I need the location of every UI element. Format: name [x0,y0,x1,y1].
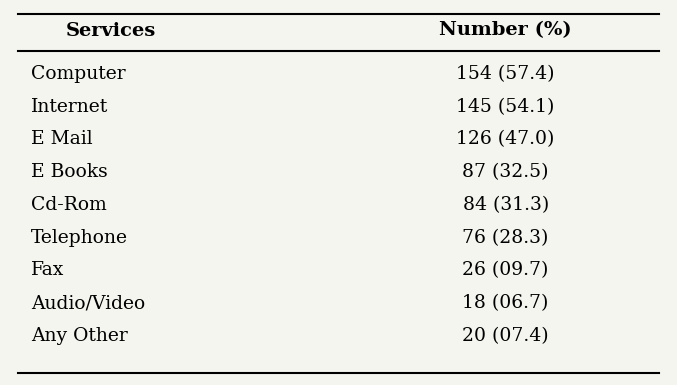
Text: Cd-Rom: Cd-Rom [31,196,107,214]
Text: Audio/Video: Audio/Video [31,294,145,312]
Text: 84 (31.3): 84 (31.3) [462,196,549,214]
Text: E Books: E Books [31,163,108,181]
Text: Number (%): Number (%) [439,22,572,40]
Text: 18 (06.7): 18 (06.7) [462,294,549,312]
Text: Telephone: Telephone [31,229,128,247]
Text: Internet: Internet [31,98,108,116]
Text: Services: Services [66,22,156,40]
Text: 154 (57.4): 154 (57.4) [456,65,555,83]
Text: Computer: Computer [31,65,125,83]
Text: 126 (47.0): 126 (47.0) [456,131,555,148]
Text: Fax: Fax [31,261,64,280]
Text: 20 (07.4): 20 (07.4) [462,327,549,345]
Text: 87 (32.5): 87 (32.5) [462,163,549,181]
Text: Any Other: Any Other [31,327,128,345]
Text: E Mail: E Mail [31,131,93,148]
Text: 26 (09.7): 26 (09.7) [462,261,549,280]
Text: 145 (54.1): 145 (54.1) [456,98,555,116]
Text: 76 (28.3): 76 (28.3) [462,229,549,247]
